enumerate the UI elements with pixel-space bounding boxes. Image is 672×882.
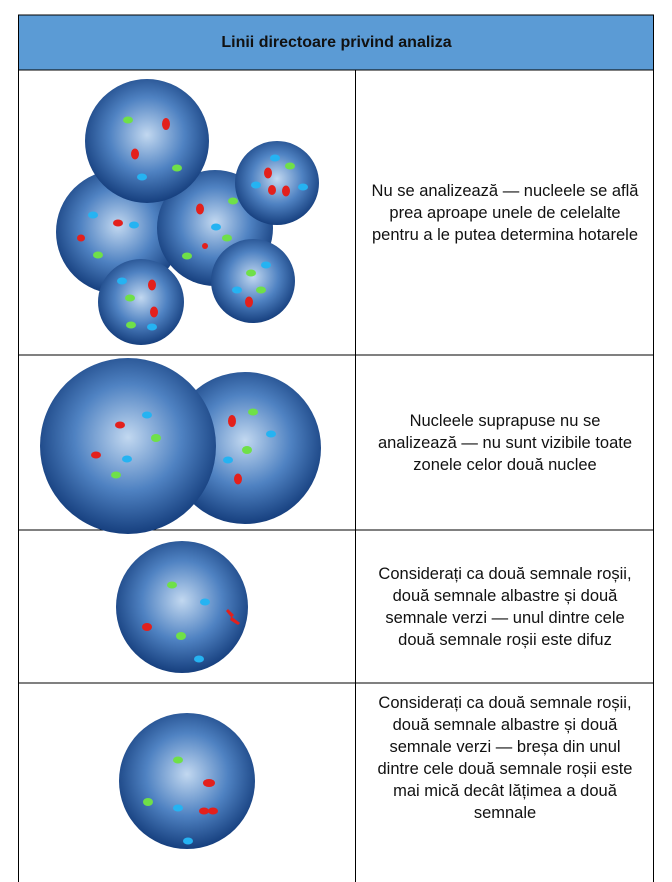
nuclei-cluster — [56, 79, 319, 345]
guideline-text: Considerați ca două semnale roșii, două … — [378, 565, 632, 649]
nucleus-split — [119, 713, 255, 849]
table-header: Linii directoare privind analiza — [221, 34, 452, 51]
nucleus-diffuse — [116, 541, 248, 673]
header-background — [18, 15, 654, 70]
guideline-text: Nu se analizează — nucleele se află prea… — [371, 182, 639, 244]
guideline-text: Considerați ca două semnale roșii, două … — [377, 694, 633, 822]
guideline-text: Nucleele suprapuse nu se analizează — nu… — [377, 412, 633, 474]
overlapping-nuclei — [40, 358, 321, 534]
